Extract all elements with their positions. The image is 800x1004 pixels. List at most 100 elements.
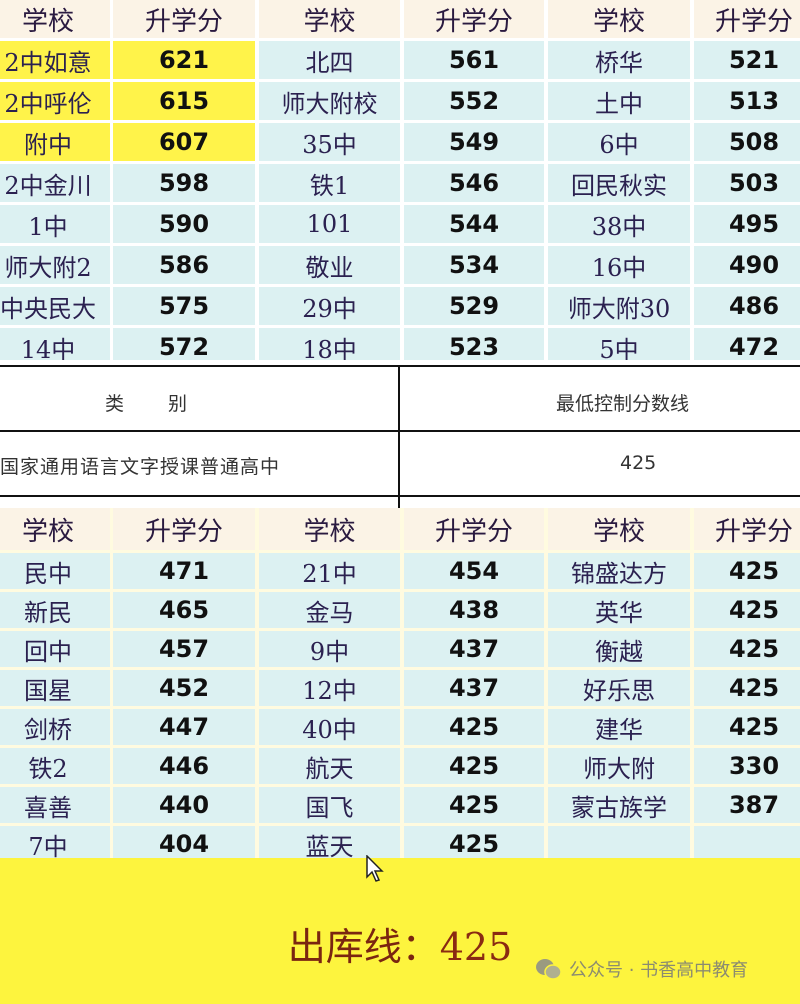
score-cell: 425 [404,709,544,745]
school-header: 学校 [259,508,400,550]
school-header: 学校 [548,0,690,38]
score-cell: 529 [404,287,544,325]
min-score-value: 425 [620,452,657,474]
score-cell: 534 [404,246,544,284]
score-cell: 440 [113,787,255,823]
school-cell: 锦盛达方 [548,553,690,589]
cutoff-label: 出库线： [287,925,440,969]
school-cell: 铁2 [0,748,110,784]
school-cell: 16中 [548,246,690,284]
score-cell: 615 [113,82,255,120]
score-cell: 486 [694,287,800,325]
table-row: 新民 465 金马 438 英华 425 [0,592,800,628]
score-header: 升学分 [694,508,800,550]
school-header: 学校 [0,0,110,38]
header-row: 学校 升学分 学校 升学分 学校 升学分 [0,508,800,550]
score-header: 升学分 [404,508,544,550]
school-cell: 师大附30 [548,287,690,325]
bottom-score-table: 学校 升学分 学校 升学分 学校 升学分 民中 471 21中 454 锦盛达方 425 新民 465 金马… [0,508,800,860]
score-cell: 598 [113,164,255,202]
score-cell: 425 [404,826,544,860]
table-row: 7中 404 蓝天 425 [0,826,800,860]
footer-banner: 出库线：425 公众号 · 书香高中教育 [0,858,800,1004]
table-row: 回中 457 9中 437 衡越 425 [0,631,800,667]
school-cell: 6中 [548,123,690,161]
control-line-table: 类 别 最低控制分数线 国家通用语言文字授课普通高中 425 [0,363,800,508]
school-cell [548,826,690,860]
school-cell: 师大附校 [259,82,400,120]
top-score-table: 学校 升学分 学校 升学分 学校 升学分 2中如意 621 北四 561 桥华 521 2中呼伦 615 师… [0,0,800,360]
score-cell: 452 [113,670,255,706]
school-cell: 38中 [548,205,690,243]
school-cell: 土中 [548,82,690,120]
score-cell: 457 [113,631,255,667]
score-cell: 471 [113,553,255,589]
school-cell: 5中 [548,328,690,360]
school-cell: 12中 [259,670,400,706]
cutoff-line: 出库线：425 [0,916,800,971]
mouse-cursor-icon [366,855,384,882]
school-cell: 英华 [548,592,690,628]
wechat-icon [536,959,562,980]
school-cell: 2中金川 [0,164,110,202]
score-cell: 465 [113,592,255,628]
school-cell: 铁1 [259,164,400,202]
school-cell: 2中呼伦 [0,82,110,120]
school-cell: 好乐思 [548,670,690,706]
cutoff-value: 425 [439,925,513,969]
school-header: 学校 [0,508,110,550]
score-cell: 425 [404,787,544,823]
table-row: 民中 471 21中 454 锦盛达方 425 [0,553,800,589]
school-cell: 敬业 [259,246,400,284]
score-cell: 508 [694,123,800,161]
score-header: 升学分 [113,0,255,38]
school-cell: 29中 [259,287,400,325]
table-row: 喜善 440 国飞 425 蒙古族学 387 [0,787,800,823]
table-row: 1中 590 101 544 38中 495 [0,205,800,243]
score-cell: 590 [113,205,255,243]
school-cell: 21中 [259,553,400,589]
school-cell: 衡越 [548,631,690,667]
watermark-text: 公众号 · 书香高中教育 [569,960,749,981]
school-cell: 师大附2 [0,246,110,284]
score-cell: 521 [694,41,800,79]
score-cell: 561 [404,41,544,79]
score-cell: 425 [694,709,800,745]
score-cell: 437 [404,670,544,706]
score-cell: 523 [404,328,544,360]
table-row: 附中 607 35中 549 6中 508 [0,123,800,161]
score-cell: 425 [404,748,544,784]
school-cell: 回中 [0,631,110,667]
score-cell: 549 [404,123,544,161]
school-cell: 喜善 [0,787,110,823]
school-cell: 新民 [0,592,110,628]
score-cell: 544 [404,205,544,243]
score-cell: 454 [404,553,544,589]
watermark: 公众号 · 书香高中教育 [535,956,748,982]
category-header: 类 别 [105,393,190,415]
school-cell: 航天 [259,748,400,784]
table-row: 2中呼伦 615 师大附校 552 土中 513 [0,82,800,120]
school-cell: 101 [259,205,400,243]
school-cell: 剑桥 [0,709,110,745]
school-cell: 金马 [259,592,400,628]
score-cell: 438 [404,592,544,628]
score-cell: 495 [694,205,800,243]
school-cell: 蓝天 [259,826,400,860]
score-cell: 513 [694,82,800,120]
score-cell: 586 [113,246,255,284]
score-cell: 472 [694,328,800,360]
score-cell: 607 [113,123,255,161]
score-cell: 447 [113,709,255,745]
table-row: 剑桥 447 40中 425 建华 425 [0,709,800,745]
school-cell: 师大附 [548,748,690,784]
score-cell: 404 [113,826,255,860]
school-cell: 国星 [0,670,110,706]
table-row: 铁2 446 航天 425 师大附 330 [0,748,800,784]
score-cell: 572 [113,328,255,360]
school-cell: 40中 [259,709,400,745]
score-cell [694,826,800,860]
school-cell: 蒙古族学 [548,787,690,823]
score-cell: 503 [694,164,800,202]
school-cell: 2中如意 [0,41,110,79]
